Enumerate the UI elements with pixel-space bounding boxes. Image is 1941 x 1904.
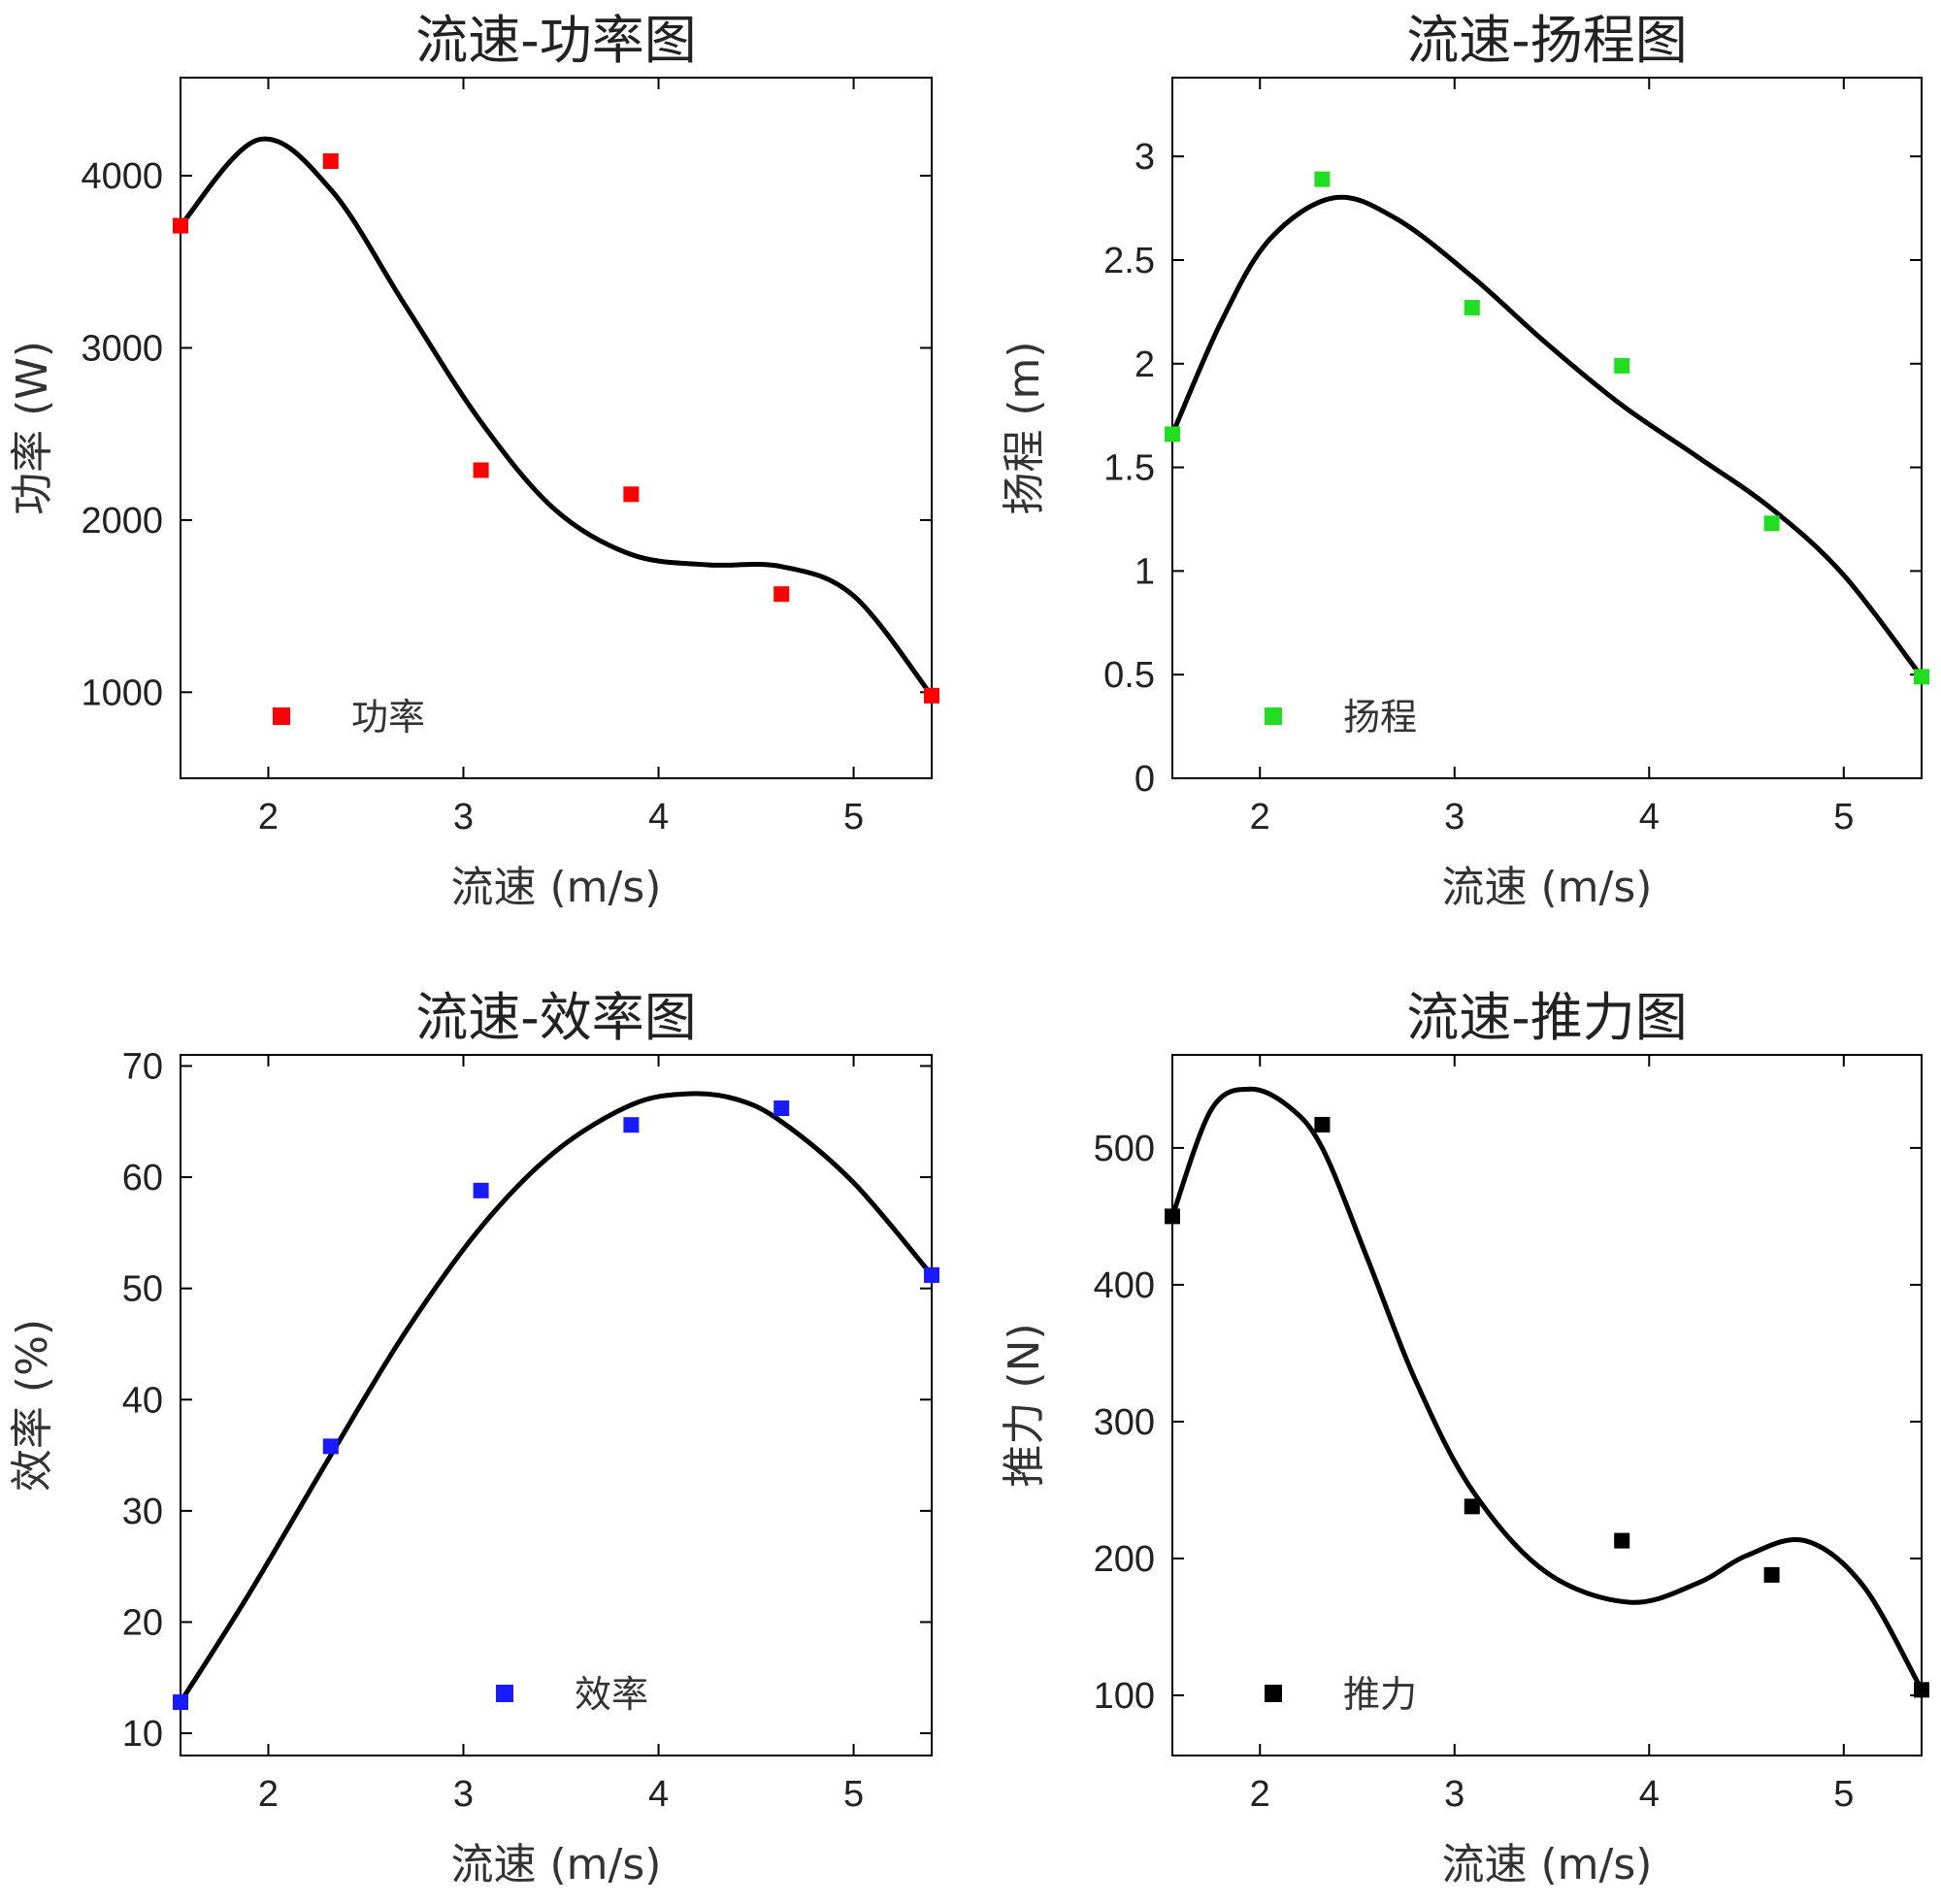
x-tick-label: 4 [648, 1774, 669, 1815]
data-point [623, 486, 640, 503]
legend-marker [1265, 707, 1282, 725]
data-point [924, 1266, 939, 1283]
y-tick-label: 1 [1135, 551, 1155, 592]
y-tick-label: 70 [122, 1046, 163, 1087]
data-point [1614, 1532, 1630, 1549]
data-point [1914, 669, 1929, 685]
y-tick-label: 1000 [81, 673, 163, 713]
x-tick-label: 5 [1833, 797, 1854, 837]
x-tick-label: 2 [1250, 797, 1270, 837]
x-tick-label: 4 [648, 797, 669, 837]
fit-curve [178, 1091, 935, 1705]
data-point [773, 1100, 790, 1117]
y-axis-label: 功率 (W) [8, 341, 57, 515]
data-point [173, 217, 188, 234]
y-tick-label: 1.5 [1103, 448, 1155, 489]
fit-curve [178, 136, 935, 699]
legend-label: 效率 [575, 1673, 648, 1716]
y-tick-label: 3 [1135, 137, 1155, 178]
legend-label: 功率 [351, 696, 425, 739]
y-tick-label: 2.5 [1103, 241, 1155, 281]
y-tick-label: 400 [1094, 1265, 1155, 1306]
y-tick-label: 60 [122, 1158, 163, 1198]
x-tick-label: 5 [843, 797, 864, 837]
y-tick-label: 0 [1135, 759, 1155, 800]
x-axis-label: 流速 (m/s) [451, 863, 662, 912]
x-tick-label: 3 [453, 797, 474, 837]
legend-marker [273, 707, 290, 725]
data-point [1165, 1208, 1180, 1225]
plot-frame [1171, 77, 1923, 779]
data-point [1614, 357, 1630, 374]
legend-marker [1265, 1685, 1282, 1702]
x-tick-label: 5 [843, 1774, 864, 1815]
data-point [1165, 426, 1180, 443]
data-point [1314, 1116, 1331, 1133]
data-point [924, 687, 939, 704]
x-axis-label: 流速 (m/s) [1442, 1840, 1653, 1889]
data-point [173, 1693, 188, 1710]
x-axis-label: 流速 (m/s) [1442, 863, 1653, 912]
y-tick-label: 2 [1135, 345, 1155, 385]
y-tick-label: 30 [122, 1492, 163, 1532]
x-tick-label: 4 [1639, 1774, 1660, 1815]
data-point [773, 586, 790, 603]
plot-frame [180, 1054, 933, 1756]
x-tick-label: 2 [1250, 1774, 1270, 1815]
power-chart: 流速-功率图 流速 (m/s) 功率 (W) 功率 2 3 4 5 1000 2000 30… [8, 10, 939, 912]
data-point [473, 1182, 489, 1198]
data-point [1464, 1498, 1480, 1515]
plot-frame [1171, 1054, 1923, 1756]
x-tick-label: 5 [1833, 1774, 1854, 1815]
y-axis-label: 扬程 (m) [1000, 341, 1049, 514]
chart-title: 流速-推力图 [1406, 987, 1688, 1048]
x-tick-label: 4 [1639, 797, 1660, 837]
chart-title: 流速-效率图 [415, 987, 697, 1048]
y-tick-label: 2000 [81, 501, 163, 542]
thrust-chart: 流速-推力图 流速 (m/s) 推力 (N) 推力 2 3 4 5 100 200 300 4… [1000, 987, 1929, 1889]
y-tick-label: 3000 [81, 329, 163, 370]
x-tick-label: 3 [1444, 797, 1464, 837]
data-point [322, 153, 339, 170]
fit-curve [1169, 194, 1925, 679]
efficiency-chart: 流速-效率图 流速 (m/s) 效率 (%) 效率 2 3 4 5 10 20 30 40 50… [8, 987, 939, 1889]
y-tick-label: 200 [1094, 1539, 1155, 1580]
head-chart: 流速-扬程图 流速 (m/s) 扬程 (m) 扬程 2 3 4 5 0 0.5 1 1.5 2 2… [1000, 10, 1929, 912]
legend-label: 扬程 [1343, 696, 1417, 739]
chart-title: 流速-扬程图 [1406, 10, 1688, 71]
chart-title: 流速-功率图 [415, 10, 697, 71]
data-point [1763, 1566, 1780, 1583]
y-tick-label: 40 [122, 1380, 163, 1421]
x-tick-label: 3 [453, 1774, 474, 1815]
y-tick-label: 50 [122, 1269, 163, 1310]
y-tick-label: 4000 [81, 156, 163, 197]
data-point [1314, 171, 1331, 187]
x-axis-label: 流速 (m/s) [451, 1840, 662, 1889]
y-tick-label: 100 [1094, 1676, 1155, 1717]
y-axis-label: 推力 (N) [1000, 1323, 1049, 1487]
data-point [1914, 1682, 1929, 1698]
data-point [473, 462, 489, 478]
data-point [623, 1117, 640, 1133]
data-point [1464, 300, 1480, 316]
x-tick-label: 2 [258, 1774, 279, 1815]
y-tick-label: 300 [1094, 1402, 1155, 1443]
x-tick-label: 2 [258, 797, 279, 837]
data-point [322, 1438, 339, 1455]
legend-marker [496, 1685, 513, 1702]
y-tick-label: 20 [122, 1602, 163, 1643]
y-tick-label: 0.5 [1103, 655, 1155, 696]
plot-frame [180, 77, 933, 779]
fit-curve [1169, 1086, 1925, 1692]
data-point [1763, 515, 1780, 532]
legend-label: 推力 [1343, 1673, 1417, 1716]
y-tick-label: 10 [122, 1714, 163, 1755]
y-tick-label: 500 [1094, 1129, 1155, 1169]
y-axis-label: 效率 (%) [8, 1319, 57, 1492]
x-tick-label: 3 [1444, 1774, 1464, 1815]
